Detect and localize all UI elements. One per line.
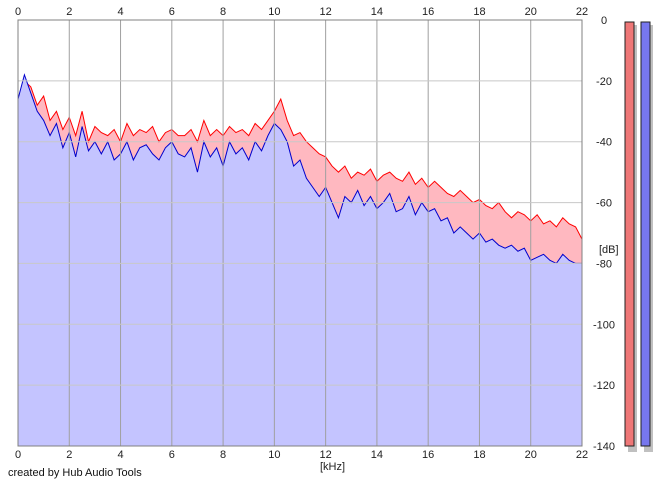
x-tick-label-bottom: 8 bbox=[220, 449, 226, 461]
axis-ticks: 002244668810101212141416161818202022220-… bbox=[15, 6, 615, 461]
series-2-area bbox=[18, 74, 582, 447]
y-tick-label: -100 bbox=[593, 319, 615, 331]
x-tick-label-top: 2 bbox=[66, 6, 72, 18]
x-tick-label-bottom: 6 bbox=[169, 449, 175, 461]
series-2-line bbox=[17, 73, 582, 265]
y-tick-label: -60 bbox=[596, 198, 612, 210]
y-tick-label: -80 bbox=[596, 258, 612, 270]
level-meter-1 bbox=[624, 21, 637, 452]
x-tick-label-top: 0 bbox=[15, 6, 21, 18]
x-tick-label-top: 18 bbox=[473, 6, 485, 18]
grid-lines bbox=[17, 19, 583, 447]
series-1-line bbox=[17, 79, 583, 240]
y-tick-label: 0 bbox=[601, 15, 607, 27]
x-tick-label-top: 8 bbox=[220, 6, 226, 18]
x-tick-label-bottom: 16 bbox=[422, 449, 434, 461]
level-meters bbox=[624, 21, 653, 452]
x-tick-label-bottom: 14 bbox=[371, 449, 383, 461]
x-tick-label-bottom: 18 bbox=[473, 449, 485, 461]
x-tick-label-bottom: 4 bbox=[117, 449, 123, 461]
x-tick-label-top: 14 bbox=[371, 6, 383, 18]
x-tick-label-bottom: 2 bbox=[66, 449, 72, 461]
y-tick-label: -120 bbox=[593, 380, 615, 392]
level-meter-bar bbox=[640, 21, 651, 447]
x-tick-label-top: 22 bbox=[576, 6, 588, 18]
y-tick-label: -40 bbox=[596, 137, 612, 149]
x-tick-label-bottom: 20 bbox=[525, 449, 537, 461]
x-tick-label-bottom: 22 bbox=[576, 449, 588, 461]
y-tick-label: -20 bbox=[596, 76, 612, 88]
x-tick-label-top: 20 bbox=[525, 6, 537, 18]
series-2 bbox=[17, 73, 582, 447]
x-tick-label-bottom: 12 bbox=[320, 449, 332, 461]
x-tick-label-top: 16 bbox=[422, 6, 434, 18]
x-tick-label-top: 6 bbox=[169, 6, 175, 18]
x-tick-label-bottom: 0 bbox=[15, 449, 21, 461]
y-tick-label: -140 bbox=[593, 441, 615, 453]
credit-text: created by Hub Audio Tools bbox=[8, 467, 142, 479]
x-tick-label-top: 10 bbox=[268, 6, 280, 18]
plot-border bbox=[17, 19, 583, 447]
x-axis-label: [kHz] bbox=[320, 461, 345, 473]
level-meter-2 bbox=[640, 21, 653, 452]
x-tick-label-top: 4 bbox=[117, 6, 123, 18]
y-axis-label: [dB] bbox=[599, 244, 619, 256]
level-meter-bar bbox=[624, 21, 635, 447]
x-tick-label-bottom: 10 bbox=[268, 449, 280, 461]
x-tick-label-top: 12 bbox=[320, 6, 332, 18]
